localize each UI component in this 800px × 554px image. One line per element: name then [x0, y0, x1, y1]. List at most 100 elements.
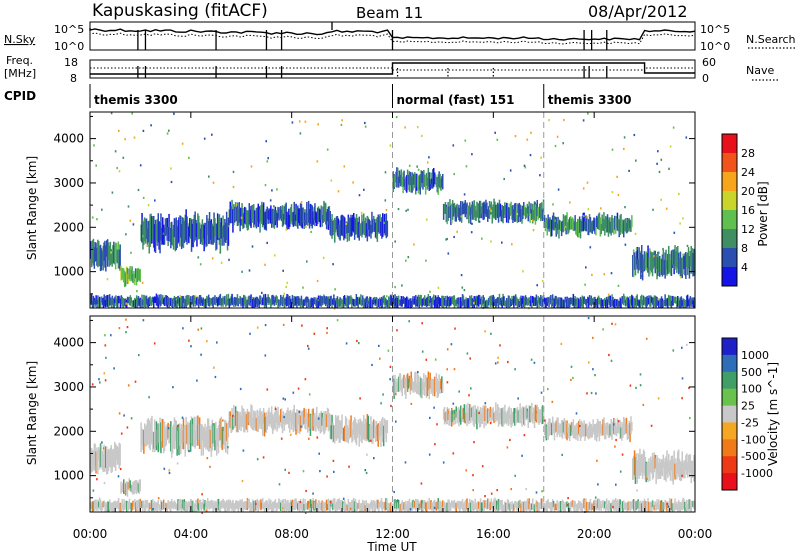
heatmap-cell — [658, 257, 660, 273]
heatmap-speckle — [317, 299, 320, 302]
heatmap-cell — [618, 499, 620, 511]
heatmap-cell — [340, 420, 342, 434]
heatmap-cell — [618, 300, 620, 307]
heatmap-cell — [540, 498, 542, 510]
heatmap-cell — [565, 501, 567, 508]
heatmap-cell — [180, 223, 183, 250]
heatmap-cell — [172, 297, 175, 304]
heatmap-cell — [418, 175, 421, 191]
heatmap-cell — [364, 505, 367, 511]
heatmap-cell — [327, 498, 330, 509]
heatmap-cell — [447, 202, 449, 221]
heatmap-cell — [677, 451, 679, 474]
heatmap-speckle — [611, 148, 614, 151]
heatmap-cell — [352, 298, 354, 305]
heatmap-cell — [621, 224, 623, 234]
heatmap-cell — [368, 300, 370, 308]
heatmap-cell — [419, 501, 421, 510]
heatmap-cell — [458, 204, 460, 221]
heatmap-cell — [158, 221, 160, 250]
heatmap-cell — [479, 298, 482, 305]
heatmap-speckle — [416, 165, 418, 168]
heatmap-cell — [692, 253, 694, 277]
heatmap-cell — [490, 498, 493, 509]
heatmap-cell — [559, 425, 561, 438]
heatmap-cell — [650, 296, 653, 303]
heatmap-cell — [305, 209, 307, 225]
heatmap-cell — [370, 299, 373, 307]
heatmap-cell — [643, 451, 646, 476]
heatmap-cell — [561, 419, 564, 439]
heatmap-cell — [311, 500, 313, 508]
heatmap-cell — [181, 499, 184, 509]
heatmap-cell — [548, 219, 550, 232]
heatmap-cell — [128, 296, 131, 305]
heatmap-cell — [183, 426, 186, 443]
heatmap-speckle — [148, 396, 150, 399]
heatmap-cell — [666, 450, 668, 475]
heatmap-cell — [415, 500, 418, 510]
heatmap-cell — [126, 502, 129, 512]
heatmap-speckle — [124, 138, 126, 141]
heatmap-cell — [433, 294, 435, 306]
heatmap-cell — [378, 298, 380, 307]
heatmap-cell — [655, 296, 657, 308]
heatmap-cell — [642, 295, 645, 306]
heatmap-speckle — [539, 174, 541, 177]
heatmap-cell — [399, 299, 402, 306]
heatmap-cell — [289, 410, 291, 433]
heatmap-speckle — [276, 188, 278, 191]
heatmap-cell — [102, 454, 104, 473]
heatmap-cell — [248, 411, 250, 423]
heatmap-speckle — [317, 417, 320, 420]
heatmap-cell — [542, 406, 545, 420]
heatmap-cell — [654, 454, 656, 469]
heatmap-cell — [150, 213, 152, 244]
heatmap-cell — [686, 252, 689, 276]
heatmap-speckle — [497, 356, 499, 359]
heatmap-cell — [129, 502, 132, 509]
heatmap-cell — [121, 267, 123, 281]
heatmap-cell — [176, 299, 178, 308]
heatmap-cell — [356, 297, 358, 306]
heatmap-cell — [287, 294, 289, 306]
heatmap-cell — [496, 500, 498, 510]
heatmap-speckle — [104, 344, 107, 347]
heatmap-speckle — [283, 292, 286, 295]
heatmap-cell — [113, 500, 115, 510]
heatmap-cell — [370, 224, 372, 239]
heatmap-cell — [471, 407, 474, 422]
heatmap-cell — [277, 299, 279, 308]
heatmap-cell — [269, 501, 271, 510]
heatmap-cell — [225, 420, 227, 453]
heatmap-cell — [122, 267, 124, 279]
heatmap-cell — [575, 298, 577, 306]
heatmap-cell — [598, 212, 601, 230]
heatmap-cell — [389, 502, 392, 512]
heatmap-speckle — [330, 179, 333, 182]
heatmap-speckle — [305, 225, 307, 228]
heatmap-cell — [501, 297, 503, 308]
heatmap-cell — [308, 300, 311, 307]
heatmap-cell — [413, 299, 415, 305]
heatmap-cell — [571, 500, 574, 507]
heatmap-cell — [271, 501, 274, 512]
heatmap-cell — [630, 416, 632, 435]
heatmap-cell — [339, 421, 341, 443]
heatmap-speckle — [332, 263, 334, 266]
heatmap-cell — [318, 208, 321, 223]
heatmap-cell — [152, 499, 154, 509]
heatmap-cell — [209, 298, 212, 306]
heatmap-cell — [588, 501, 591, 510]
heatmap-cell — [335, 417, 338, 441]
heatmap-cell — [134, 480, 137, 491]
heatmap-speckle — [540, 391, 543, 394]
heatmap-cell — [396, 378, 398, 392]
heatmap-cell — [621, 501, 623, 508]
heatmap-cell — [328, 413, 331, 431]
heatmap-cell — [393, 298, 395, 308]
heatmap-speckle — [417, 371, 419, 374]
heatmap-cell — [595, 299, 597, 308]
heatmap-cell — [343, 503, 345, 511]
